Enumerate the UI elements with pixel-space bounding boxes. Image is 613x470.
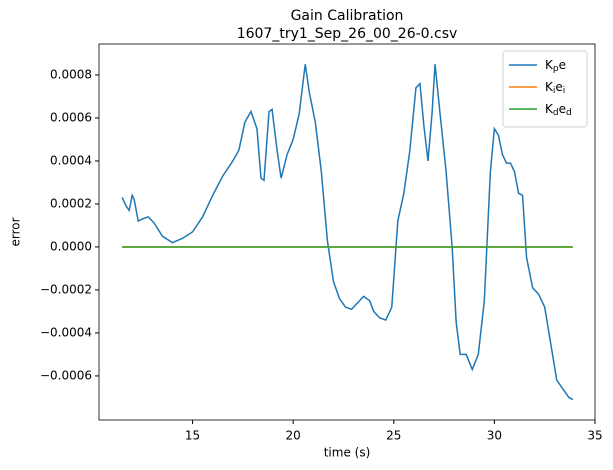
legend-label: Kiei: [545, 80, 565, 96]
x-tick-label: 25: [386, 429, 401, 443]
chart-subtitle: 1607_try1_Sep_26_00_26-0.csv: [237, 26, 458, 42]
text-part: e: [555, 80, 562, 94]
plot-frame: [98, 43, 596, 421]
x-axis-label: time (s): [324, 446, 371, 460]
subscript: i: [553, 86, 556, 96]
subscript: d: [553, 108, 559, 118]
y-tick-label: 0.0004: [50, 153, 92, 167]
line: [121, 64, 574, 401]
x-tick-label: 15: [185, 429, 200, 443]
subscript: i: [563, 86, 566, 96]
y-tick-label: 0.0002: [50, 196, 92, 210]
y-tick-label: −0.0006: [40, 368, 92, 382]
y-axis-label: error: [9, 217, 23, 246]
y-tick-label: 0.0008: [50, 67, 92, 81]
text-part: e: [559, 58, 566, 72]
legend-label: Kded: [545, 102, 572, 118]
text-part: K: [545, 102, 554, 116]
text-part: K: [545, 58, 554, 72]
y-tick-label: −0.0004: [40, 325, 92, 339]
y-tick-label: 0.0000: [50, 239, 92, 253]
x-tick-label: 35: [587, 429, 602, 443]
legend-box: [502, 50, 588, 128]
x-tick-label: 20: [286, 429, 301, 443]
chart-title: Gain Calibration: [291, 8, 404, 24]
y-tick-label: −0.0002: [40, 282, 92, 296]
text-part: e: [559, 102, 566, 116]
y-tick-label: 0.0006: [50, 110, 92, 124]
x-tick-label: 30: [487, 429, 502, 443]
text-part: K: [545, 80, 554, 94]
subscript: p: [553, 64, 559, 74]
subscript: d: [566, 108, 572, 118]
legend-label: Kpe: [545, 58, 566, 74]
